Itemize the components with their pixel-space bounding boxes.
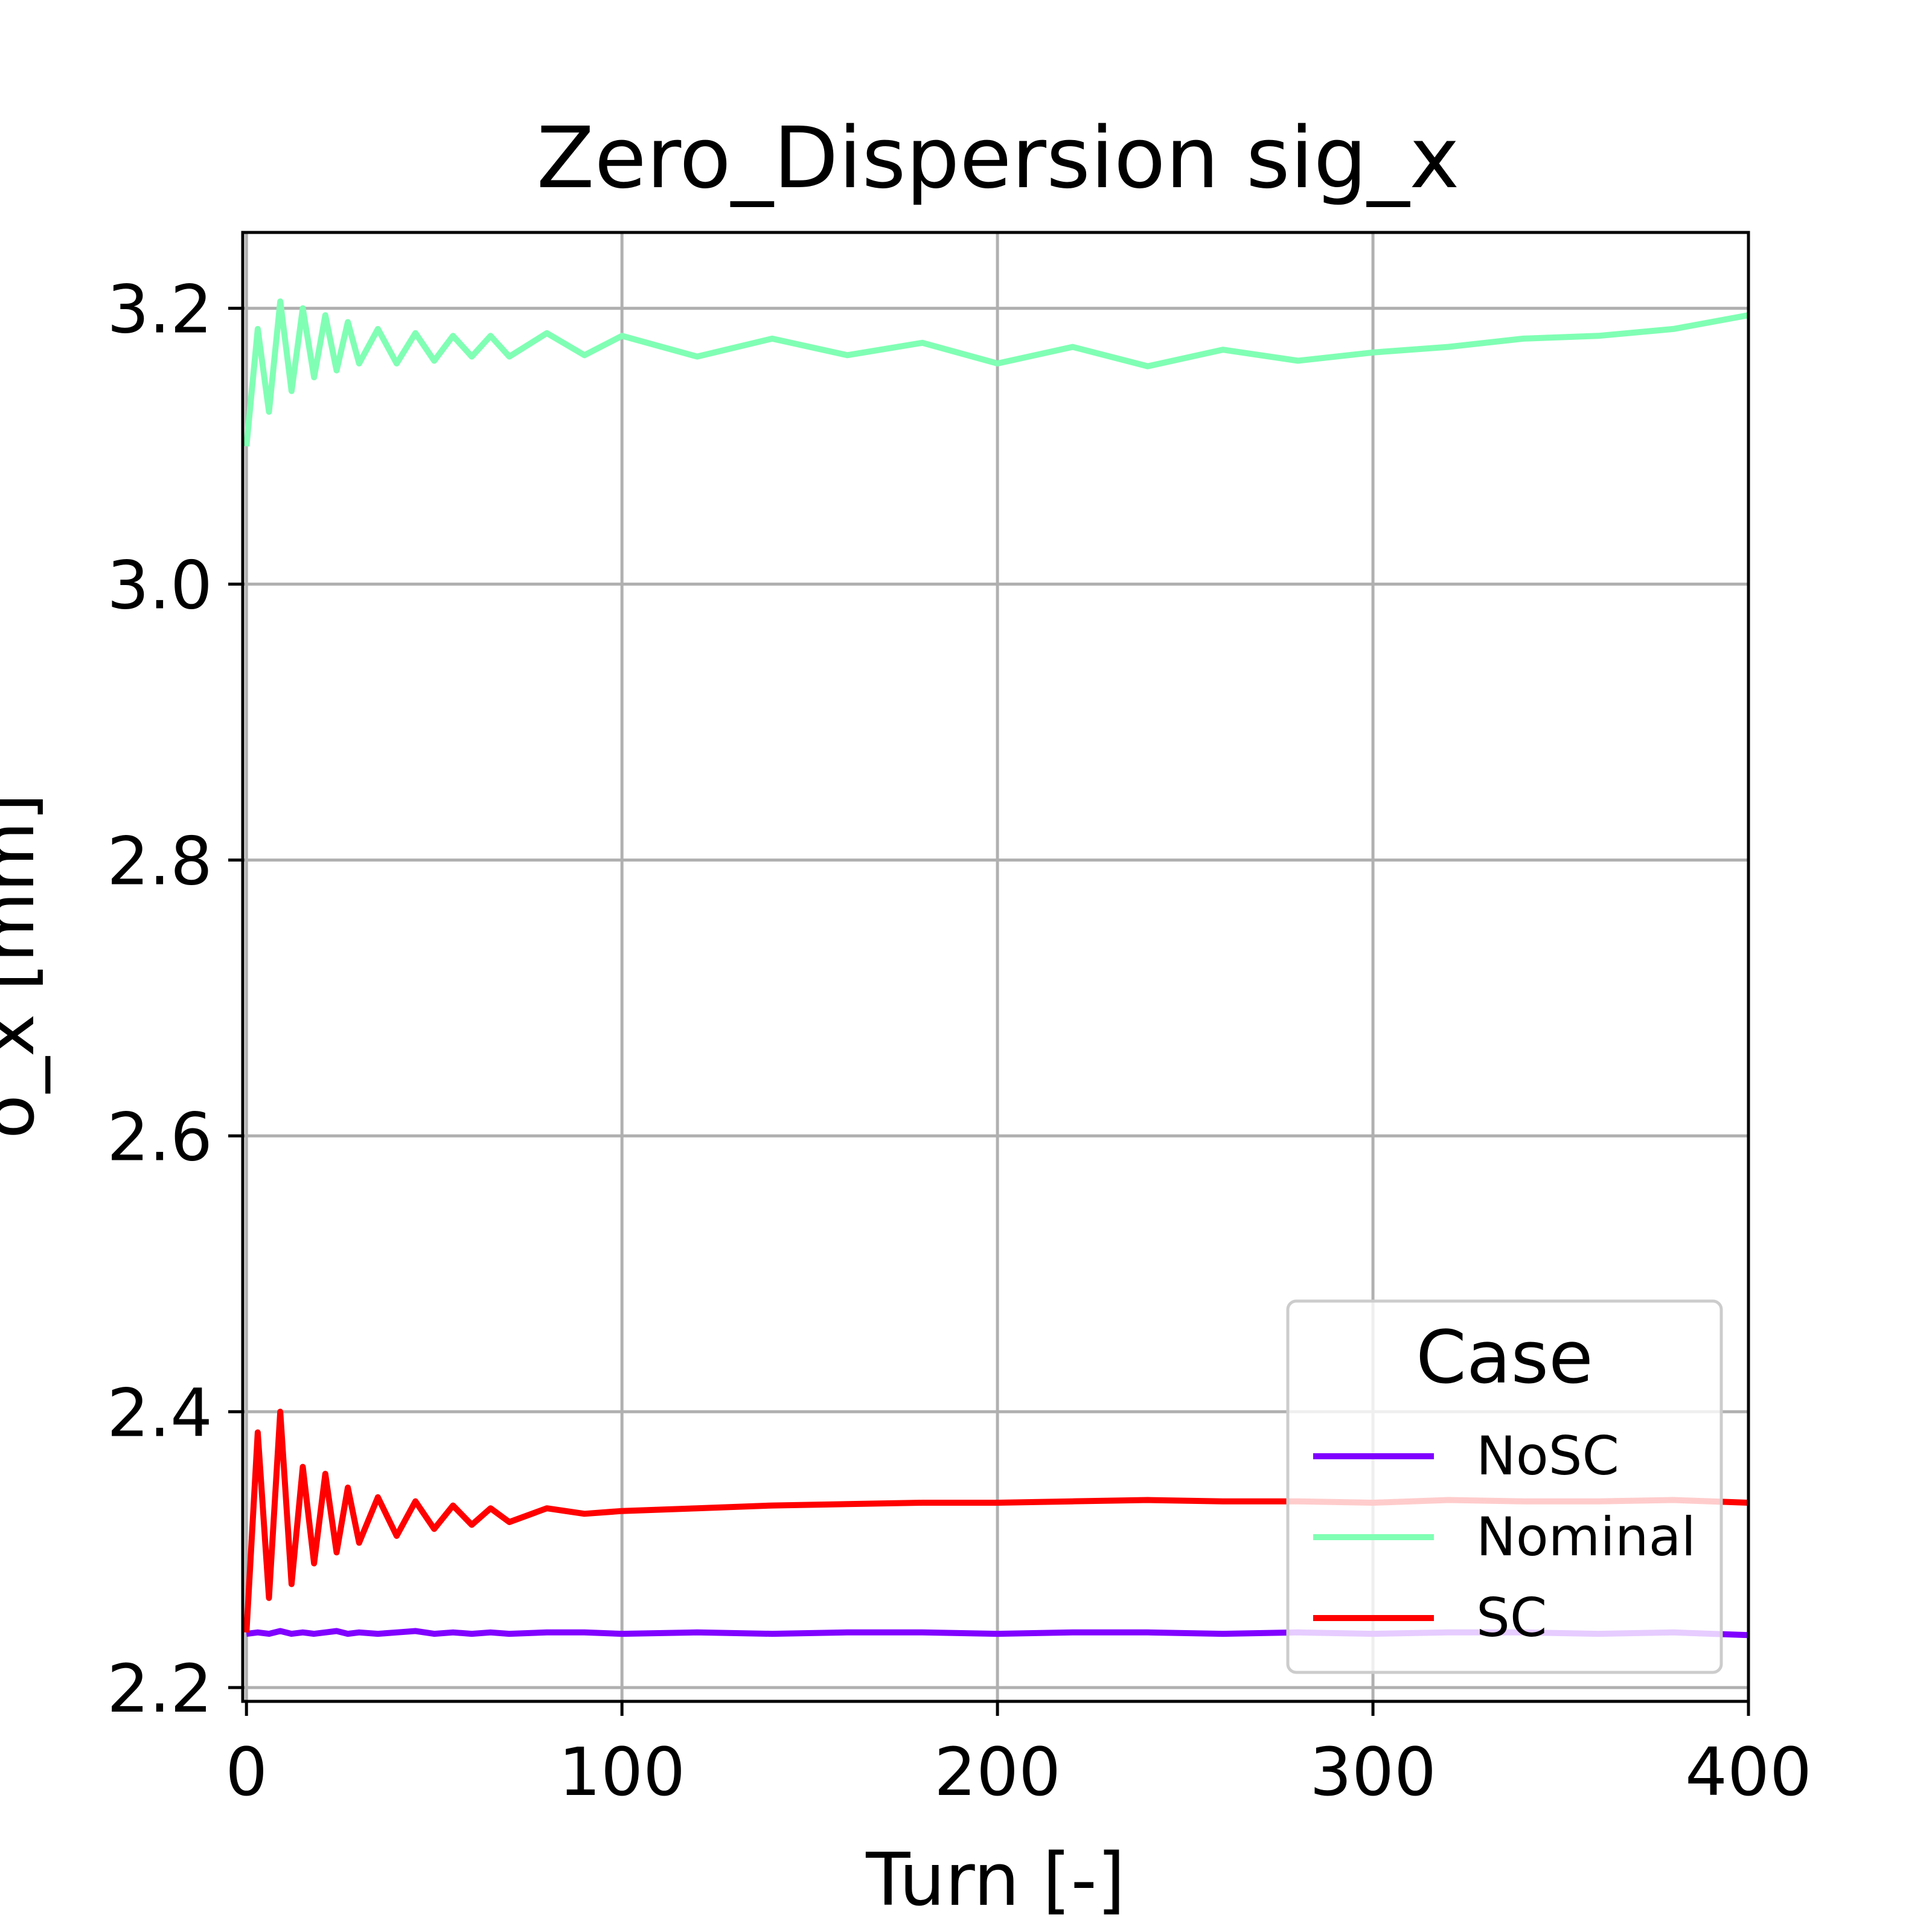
y-tick-label: 2.8: [107, 822, 213, 900]
legend-label-nosc: NoSC: [1476, 1425, 1619, 1487]
legend-entries: NoSC Nominal SC: [1313, 1425, 1696, 1649]
x-tick-label: 200: [934, 1733, 1061, 1811]
y-tick-label: 3.0: [107, 547, 213, 624]
x-tick-label: 300: [1310, 1733, 1436, 1811]
x-tick-label: 400: [1685, 1733, 1812, 1811]
ticks: 0 100 200 300 400 2.2 2.4 2.6 2.8 3.0 3.2: [107, 271, 1812, 1811]
grid: [243, 232, 1750, 1701]
y-tick-label: 2.2: [107, 1650, 213, 1727]
x-axis-label: Turn [-]: [865, 1838, 1125, 1922]
legend-title: Case: [1416, 1316, 1593, 1400]
legend-box: [1286, 1299, 1723, 1674]
y-tick-label: 3.2: [107, 271, 213, 348]
series-line-nominal: [243, 298, 1749, 447]
y-axis-label: σ_x [mm]: [0, 793, 51, 1139]
legend-label-nominal: Nominal: [1476, 1506, 1696, 1568]
legend-label-sc: SC: [1476, 1587, 1547, 1649]
x-tick-label: 0: [225, 1733, 267, 1811]
plot-frame: [241, 231, 1750, 1703]
y-tick-label: 2.4: [107, 1374, 213, 1451]
x-tick-label: 100: [558, 1733, 685, 1811]
y-tick-label: 2.6: [107, 1098, 213, 1176]
chart-title: Zero_Dispersion sig_x: [537, 109, 1460, 208]
legend: Case NoSC Nominal SC: [1286, 1299, 1723, 1674]
